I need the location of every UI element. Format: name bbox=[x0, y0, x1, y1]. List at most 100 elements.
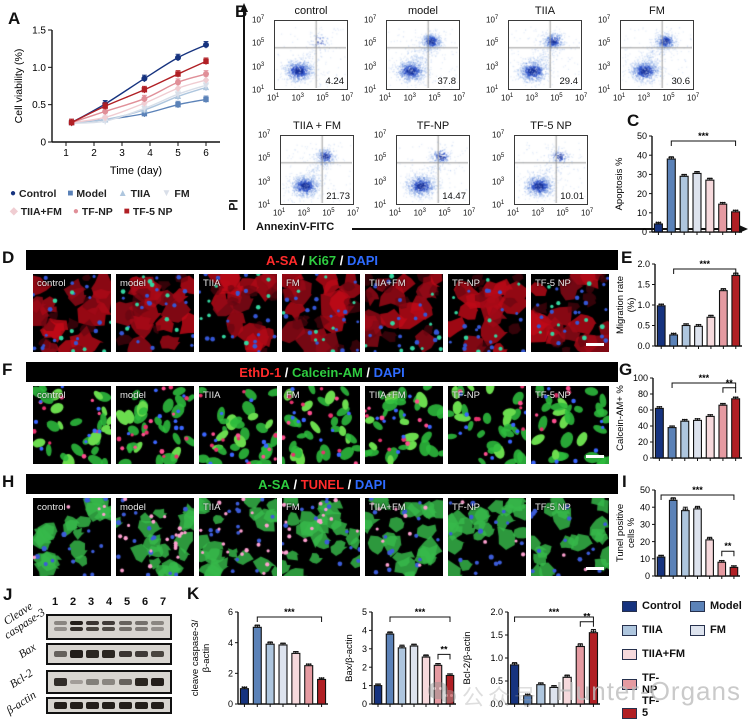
micro-image-canvas bbox=[365, 386, 443, 464]
data-dot bbox=[723, 201, 726, 204]
data-dot bbox=[672, 332, 675, 335]
tick-exponent: 7 bbox=[349, 93, 354, 99]
significance-label: *** bbox=[549, 607, 560, 617]
data-dot bbox=[673, 425, 675, 427]
bar-TF-5 NP bbox=[588, 632, 599, 705]
micro-image-F: TF-5 NP bbox=[531, 386, 609, 464]
data-dot bbox=[706, 177, 709, 180]
data-dot bbox=[736, 396, 739, 399]
tick-exponent: 1 bbox=[387, 93, 392, 99]
data-dot bbox=[683, 323, 685, 325]
legend-row: ◆ TIIA+FM ● TF-NP ■ TF-5 NP bbox=[10, 206, 234, 218]
flow-plot-title: FM bbox=[649, 5, 665, 17]
data-dot bbox=[657, 221, 660, 224]
data-dot bbox=[712, 314, 714, 317]
blot-band bbox=[118, 627, 132, 631]
micro-image-H: TIIA bbox=[199, 498, 277, 576]
marker bbox=[203, 71, 209, 78]
marker bbox=[141, 95, 148, 102]
data-dot bbox=[710, 177, 713, 180]
data-dot bbox=[592, 630, 595, 633]
legend-label: TF-NP bbox=[642, 672, 660, 696]
stain-label: DAPI bbox=[354, 476, 386, 492]
tick-exponent: 3 bbox=[300, 93, 304, 99]
flow-plot-canvas bbox=[397, 136, 468, 203]
bar-TIIA+FM bbox=[705, 179, 715, 233]
flow-y-tick-label: 101 bbox=[374, 200, 387, 210]
tick-exponent: 7 bbox=[583, 93, 588, 99]
significance-bracket bbox=[389, 616, 451, 622]
flow-y-tick-label: 103 bbox=[486, 61, 499, 72]
data-dot bbox=[568, 674, 571, 677]
micro-image-D: control bbox=[33, 274, 111, 352]
micro-image-canvas bbox=[282, 498, 360, 576]
y-tick-label: 6 bbox=[228, 607, 233, 617]
data-dot bbox=[736, 273, 739, 275]
micro-image-canvas bbox=[33, 498, 111, 576]
stain-label: EthD-1 bbox=[239, 364, 282, 380]
flow-y-tick-label: 103 bbox=[252, 61, 265, 72]
y-tick-label: 40 bbox=[638, 421, 648, 431]
significance-bracket bbox=[256, 616, 323, 622]
stain-separator: / bbox=[362, 364, 374, 380]
flow-y-tick-label: 103 bbox=[374, 176, 387, 187]
legend-item: ▼ FM bbox=[162, 188, 190, 200]
data-dot bbox=[698, 506, 701, 509]
marker bbox=[202, 82, 210, 89]
cleave-caspase3-bar-chart: 0 2 4 6 *** cleave caspase-3/β-actin bbox=[190, 607, 328, 709]
panel-label-f: F bbox=[2, 360, 13, 379]
y-tick-label: 50 bbox=[637, 131, 647, 141]
flow-x-tick-label: 103 bbox=[637, 93, 650, 103]
flow-y-tick-label: 107 bbox=[598, 15, 611, 25]
bar-TIIA+FM bbox=[421, 656, 431, 705]
flow-cytometry-panel: PI AnnexinV-FITC control 107 105 103 101 101 1… bbox=[0, 0, 750, 248]
legend-label: TIIA bbox=[130, 188, 151, 200]
flow-y-tick-label: 105 bbox=[486, 38, 499, 48]
flow-x-tick-label: 101 bbox=[273, 208, 286, 218]
flow-x-tick-label: 101 bbox=[507, 208, 520, 218]
quadrant-percentage: 37.8 bbox=[437, 76, 457, 87]
blot-band bbox=[53, 627, 67, 631]
data-dot bbox=[718, 559, 721, 562]
y-tick-label: 100 bbox=[633, 373, 648, 383]
flow-y-tick-label: 103 bbox=[364, 61, 377, 72]
y-tick-label: 0 bbox=[40, 138, 46, 149]
micro-image-H: model bbox=[116, 498, 194, 576]
stain-separator: / bbox=[344, 476, 355, 492]
flow-y-tick-label: 101 bbox=[486, 85, 499, 95]
y-tick-label: 60 bbox=[638, 405, 648, 415]
blot-band bbox=[118, 621, 132, 625]
data-dot bbox=[660, 554, 662, 557]
legend-label: TF-5 NP bbox=[642, 695, 660, 719]
y-tick-label: 2 bbox=[228, 669, 233, 679]
y-axis-title: Tunel positive bbox=[615, 504, 626, 562]
tick-exponent: 1 bbox=[494, 85, 499, 91]
data-dot bbox=[685, 323, 687, 325]
legend-label: FM bbox=[174, 188, 190, 200]
tick-exponent: 1 bbox=[515, 208, 520, 214]
blot-band bbox=[86, 679, 100, 685]
blot-row-label: Bax bbox=[16, 641, 39, 662]
flow-x-tick-label: 107 bbox=[463, 208, 476, 218]
significance-label: *** bbox=[415, 607, 426, 617]
quadrant-percentage: 10.01 bbox=[560, 191, 584, 202]
significance-bracket bbox=[660, 494, 735, 500]
marker bbox=[175, 101, 181, 108]
legend-label: Model bbox=[710, 600, 742, 612]
bar-TF-5 NP bbox=[731, 274, 741, 347]
data-dot bbox=[425, 654, 427, 657]
panel-label-h: H bbox=[2, 472, 15, 491]
tick-exponent: 1 bbox=[372, 85, 377, 91]
tick-exponent: 5 bbox=[372, 38, 377, 45]
marker bbox=[141, 105, 148, 112]
flow-x-tick-label: 105 bbox=[438, 208, 451, 218]
legend-item-TF-NP: TF-NP bbox=[622, 672, 659, 696]
bar-TF-NP bbox=[575, 645, 585, 705]
flow-plot-canvas bbox=[281, 136, 352, 203]
y-tick-label: 2.0 bbox=[490, 607, 503, 617]
x-tick-label: 3 bbox=[119, 148, 125, 159]
lane-number: 5 bbox=[123, 596, 131, 608]
data-dot bbox=[256, 624, 259, 627]
micro-image-canvas bbox=[199, 274, 277, 352]
